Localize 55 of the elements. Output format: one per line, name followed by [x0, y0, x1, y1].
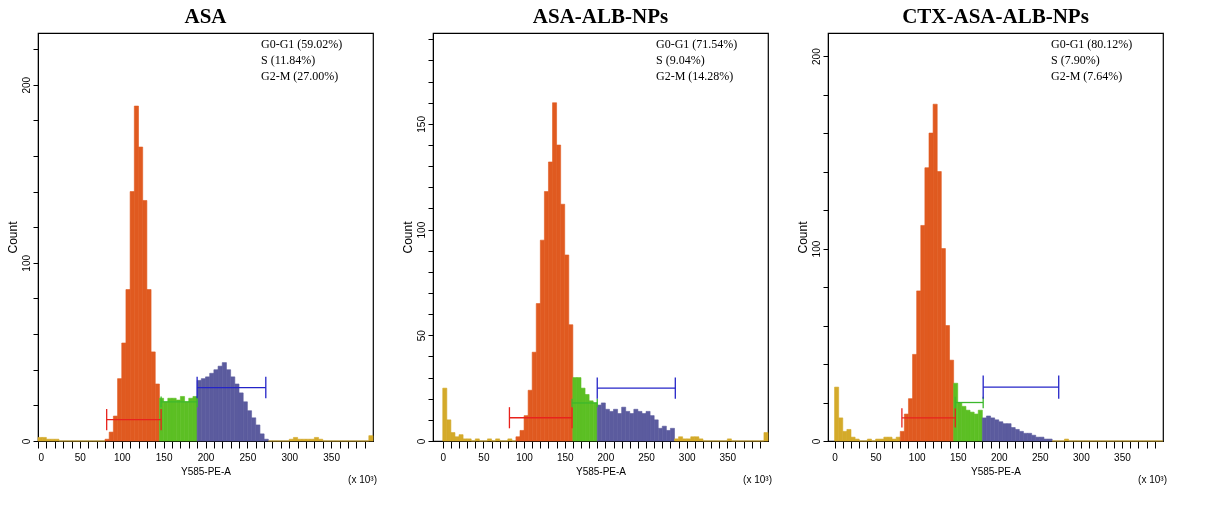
x-tick-label: 250: [1031, 451, 1050, 463]
annotation: S (7.90%): [1051, 53, 1100, 67]
x-tick-label: 350: [719, 451, 737, 463]
y-axis-title: Count: [795, 220, 810, 254]
x-axis-title: Y585-PE-A: [180, 465, 232, 477]
x-tick-label: 0: [832, 451, 839, 463]
annotation: G2-M (14.28%): [656, 69, 734, 83]
x-tick-label: 0: [38, 451, 45, 463]
y-axis-title: Count: [400, 220, 415, 254]
annotation: G2-M (27.00%): [261, 69, 339, 83]
chart-title: ASA: [184, 4, 228, 28]
x-tick-label: 0: [440, 451, 447, 463]
annotation: G0-G1 (80.12%): [1051, 37, 1133, 51]
annotation: G2-M (7.64%): [1051, 69, 1123, 83]
annotation: S (11.84%): [261, 53, 316, 67]
x-tick-label: 250: [638, 451, 656, 463]
x-axis-title: Y585-PE-A: [970, 465, 1022, 477]
x-tick-label: 200: [197, 451, 215, 463]
text: (x 10³): [348, 474, 377, 485]
y-tick-label: 100: [415, 221, 427, 239]
x-tick-label: 50: [478, 451, 490, 463]
x-tick-label: 150: [556, 451, 574, 463]
y-tick-label: 0: [20, 438, 32, 445]
x-tick-label: 50: [870, 451, 883, 463]
y-tick-label: 150: [415, 115, 427, 133]
x-tick-label: 150: [949, 451, 968, 463]
x-tick-label: 350: [1114, 451, 1132, 463]
annotation: G0-G1 (71.54%): [656, 37, 738, 51]
y-tick-label: 0: [810, 438, 822, 445]
x-axis-title: Y585-PE-A: [575, 465, 627, 477]
x-tick-label: 150: [155, 451, 173, 463]
text: (x 10³): [743, 474, 772, 485]
y-tick-label: 100: [20, 254, 32, 272]
x-tick-label: 50: [74, 451, 87, 463]
x-tick-label: 200: [597, 451, 615, 463]
y-axis-title: Count: [5, 220, 20, 254]
x-tick-label: 200: [990, 451, 1009, 463]
annotation: S (9.04%): [656, 53, 705, 67]
y-tick-label: 50: [415, 329, 427, 342]
x-tick-label: 300: [1073, 451, 1091, 463]
x-tick-label: 100: [516, 451, 534, 463]
text: (x 10³): [1138, 474, 1167, 485]
x-tick-label: 250: [239, 451, 257, 463]
y-tick-label: 0: [415, 438, 427, 445]
x-tick-label: 300: [281, 451, 299, 463]
y-tick-label: 200: [810, 47, 822, 65]
x-tick-label: 350: [323, 451, 341, 463]
annotation: G0-G1 (59.02%): [261, 37, 343, 51]
chart-title: CTX-ASA-ALB-NPs: [902, 4, 1089, 28]
x-tick-label: 300: [678, 451, 696, 463]
x-tick-label: 100: [113, 451, 132, 463]
x-tick-label: 100: [908, 451, 926, 463]
y-tick-label: 200: [20, 76, 32, 94]
chart-title: ASA-ALB-NPs: [532, 4, 669, 28]
y-tick-label: 100: [810, 240, 822, 258]
